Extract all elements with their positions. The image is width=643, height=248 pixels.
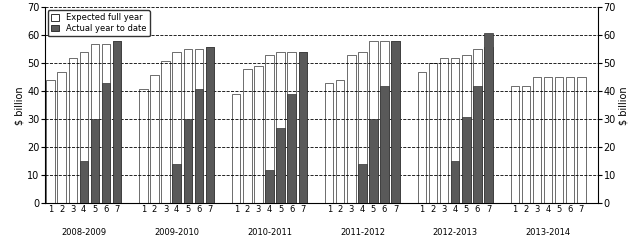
Bar — [102, 83, 110, 203]
Y-axis label: $ billion: $ billion — [14, 86, 24, 125]
Bar — [183, 119, 192, 203]
Bar — [80, 52, 88, 203]
Bar — [451, 58, 460, 203]
Bar — [336, 80, 345, 203]
Bar — [243, 69, 251, 203]
Bar — [511, 86, 519, 203]
Bar — [429, 63, 437, 203]
Bar — [102, 44, 110, 203]
Bar — [358, 164, 367, 203]
Text: 2009-2010: 2009-2010 — [154, 228, 199, 237]
Bar — [298, 52, 307, 203]
Bar — [266, 170, 274, 203]
Bar — [183, 49, 192, 203]
Bar — [325, 83, 333, 203]
Text: 2011-2012: 2011-2012 — [340, 228, 385, 237]
Bar — [577, 77, 586, 203]
Bar — [255, 66, 262, 203]
Bar — [91, 44, 99, 203]
Bar — [287, 52, 296, 203]
Bar — [57, 72, 66, 203]
Bar — [369, 119, 377, 203]
Bar — [150, 75, 159, 203]
Bar — [392, 41, 400, 203]
Bar — [195, 49, 203, 203]
Y-axis label: $ billion: $ billion — [619, 86, 629, 125]
Bar — [266, 55, 274, 203]
Bar — [484, 47, 493, 203]
Bar — [113, 41, 121, 203]
Bar — [473, 49, 482, 203]
Bar — [462, 55, 471, 203]
Text: 2013-2014: 2013-2014 — [526, 228, 571, 237]
Bar — [91, 119, 99, 203]
Bar — [462, 117, 471, 203]
Bar — [484, 33, 493, 203]
Legend: Expected full year, Actual year to date: Expected full year, Actual year to date — [48, 10, 150, 36]
Bar — [451, 161, 460, 203]
Bar — [172, 164, 181, 203]
Bar — [369, 41, 377, 203]
Bar — [287, 94, 296, 203]
Bar — [298, 52, 307, 203]
Bar — [113, 41, 121, 203]
Text: 2012-2013: 2012-2013 — [433, 228, 478, 237]
Bar — [69, 58, 77, 203]
Bar — [172, 52, 181, 203]
Bar — [276, 128, 285, 203]
Bar — [140, 89, 148, 203]
Bar — [544, 77, 552, 203]
Bar — [206, 47, 214, 203]
Bar — [358, 52, 367, 203]
Bar — [232, 94, 240, 203]
Bar — [276, 52, 285, 203]
Bar — [522, 86, 530, 203]
Bar — [80, 161, 88, 203]
Bar — [392, 41, 400, 203]
Bar — [566, 77, 574, 203]
Bar — [418, 72, 426, 203]
Bar — [347, 55, 356, 203]
Text: 2008-2009: 2008-2009 — [61, 228, 106, 237]
Bar — [206, 47, 214, 203]
Bar — [46, 80, 55, 203]
Bar — [381, 86, 388, 203]
Bar — [473, 86, 482, 203]
Bar — [555, 77, 563, 203]
Bar — [381, 41, 388, 203]
Bar — [533, 77, 541, 203]
Text: 2010-2011: 2010-2011 — [247, 228, 292, 237]
Bar — [161, 61, 170, 203]
Bar — [440, 58, 448, 203]
Bar — [195, 89, 203, 203]
